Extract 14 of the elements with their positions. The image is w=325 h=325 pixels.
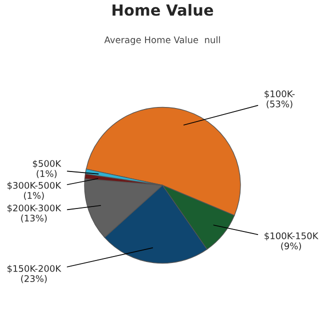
- chart-subtitle: Average Home Value null: [104, 36, 220, 45]
- slice-label: $100K-150K: [264, 232, 318, 240]
- slice-label: $100K-: [264, 90, 295, 98]
- slice-label: $150K-200K: [7, 264, 62, 274]
- data-label: (53%): [266, 100, 292, 108]
- slice-label: $200K-300K: [7, 204, 62, 213]
- slice-label: $300K-500K: [7, 182, 62, 190]
- slice-label: $500K: [32, 160, 62, 168]
- data-label: (1%): [36, 170, 57, 178]
- data-label: (1%): [24, 192, 44, 200]
- chart-title: Home Value: [112, 4, 214, 16]
- data-label: (23%): [21, 275, 47, 284]
- data-label: (13%): [21, 214, 47, 223]
- data-label: (9%): [281, 242, 301, 250]
